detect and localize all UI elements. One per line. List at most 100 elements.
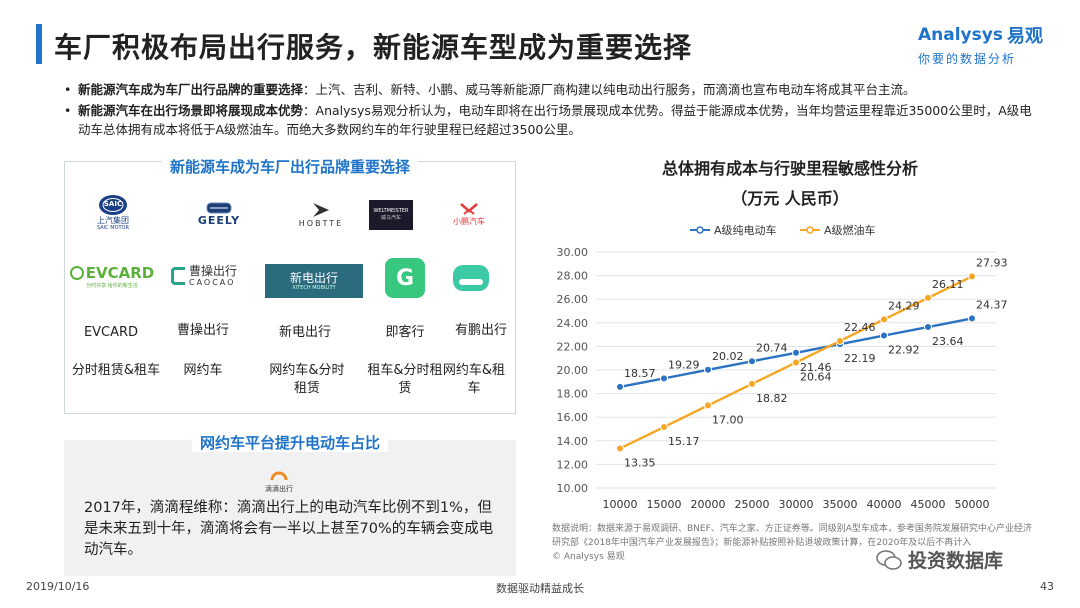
data-point xyxy=(792,358,800,367)
data-label: 21.46 xyxy=(800,361,832,374)
data-point xyxy=(660,374,668,383)
didi-logo: 滴滴出行 xyxy=(259,466,299,496)
legend-marker xyxy=(696,226,704,234)
x-tick-label: 25000 xyxy=(735,498,770,511)
data-point xyxy=(968,272,976,281)
geely-logo: GEELY xyxy=(183,192,255,236)
service-type: 网约车&租车 xyxy=(442,363,506,396)
data-point xyxy=(748,357,756,366)
title-accent-bar xyxy=(36,24,42,64)
data-point xyxy=(748,379,756,388)
chart-subtitle: （万元 人民币） xyxy=(731,189,849,208)
y-tick-label: 18.00 xyxy=(557,388,589,401)
hozon-logo: HOBTTE xyxy=(285,192,357,236)
data-point xyxy=(704,365,712,374)
didi-quote: 2017年，滴滴程维称：滴滴出行上的电动汽车比例不到1%，但是未来五到十年，滴滴… xyxy=(84,500,494,558)
bullet-bold: 新能源汽车在出行场景即将展现成本优势 xyxy=(78,103,304,118)
x-tick-label: 45000 xyxy=(911,498,946,511)
x-tick-label: 10000 xyxy=(603,498,638,511)
didi-panel-heading: 网约车平台提升电动车占比 xyxy=(191,434,388,452)
data-label: 24.37 xyxy=(976,298,1008,311)
data-label: 20.74 xyxy=(756,341,788,354)
data-label: 18.82 xyxy=(756,392,788,405)
youpeng-logo xyxy=(449,258,493,298)
jikexing-logo: G xyxy=(385,258,425,298)
data-point xyxy=(968,314,976,323)
y-tick-label: 30.00 xyxy=(557,246,589,259)
data-label: 15.17 xyxy=(668,435,700,448)
brands-panel-heading: 新能源车成为车厂出行品牌重要选择 xyxy=(161,158,418,176)
brand-name-cn: 易观 xyxy=(1006,26,1043,47)
data-point xyxy=(616,382,624,391)
service-name: EVCARD xyxy=(83,325,139,340)
caocao-logo: 曹操出行 CAOCAO xyxy=(163,254,245,298)
xitech-logo: 新电出行 XITECH MOBILITY xyxy=(265,264,363,298)
evcard-logo: EVCARD 分时共享 给你的新生活 xyxy=(69,254,154,298)
footer-slogan: 数据驱动精益成长 xyxy=(496,582,584,595)
x-tick-label: 30000 xyxy=(779,498,814,511)
xpeng-logo: 小鹏汽车 xyxy=(433,192,505,236)
y-tick-label: 16.00 xyxy=(557,411,589,424)
data-label: 23.64 xyxy=(932,335,964,348)
data-point xyxy=(616,444,624,453)
tco-line-chart: 10.00 12.00 14.00 16.00 18.00 20.00 22.00 24.00… xyxy=(557,223,1008,511)
y-tick-label: 12.00 xyxy=(557,458,589,471)
brands-panel: 新能源车成为车厂出行品牌重要选择 SAIC 上汽集团 SAIC MOTOR GE… xyxy=(64,158,516,414)
service-name: 有鹏出行 xyxy=(454,323,507,338)
wechat-icon xyxy=(876,549,902,570)
data-label: 26.11 xyxy=(932,278,964,291)
weltmeister-logo: WELTMEISTER 威马汽车 xyxy=(369,200,413,230)
page-number: 43 xyxy=(1040,580,1054,593)
data-label: 19.29 xyxy=(668,358,700,371)
legend-marker xyxy=(806,226,814,234)
data-note-text: 数据说明：数据来源于易观调研、BNEF、汽车之家、方正证券等。同级别A型车成本，… xyxy=(552,524,1032,548)
x-tick-label: 15000 xyxy=(647,498,682,511)
data-note: 数据说明：数据来源于易观调研、BNEF、汽车之家、方正证券等。同级别A型车成本，… xyxy=(552,522,1032,564)
data-label: 22.92 xyxy=(888,344,920,357)
data-point xyxy=(880,331,888,340)
data-point xyxy=(880,315,888,324)
bullet-text: ：Analysys易观分析认为，电动车即将在出行场景展现成本优势。得益于能源成本… xyxy=(78,103,1032,137)
brand-name-en: Analysys xyxy=(918,25,1003,45)
data-label: 22.19 xyxy=(844,352,876,365)
chart-title: 总体拥有成本与行驶里程敏感性分析 xyxy=(661,159,918,178)
service-type: 分时租赁&租车 xyxy=(71,363,161,378)
data-label: 20.64 xyxy=(800,370,832,383)
service-name: 曹操出行 xyxy=(176,323,229,338)
copyright: © Analysys 易观 xyxy=(552,552,625,562)
service-type: 网约车&分时租赁 xyxy=(269,363,345,396)
bullet-list: 新能源汽车成为车厂出行品牌的重要选择：上汽、吉利、新特、小鹏、威马等新能源厂商构… xyxy=(64,80,1044,141)
data-label: 27.93 xyxy=(976,256,1008,269)
x-tick-label: 50000 xyxy=(955,498,990,511)
bullet-item: 新能源汽车在出行场景即将展现成本优势：Analysys易观分析认为，电动车即将在… xyxy=(64,101,1044,139)
y-tick-label: 28.00 xyxy=(557,270,589,283)
page-title: 车厂积极布局出行服务，新能源车型成为重要选择 xyxy=(54,31,693,64)
x-tick-label: 20000 xyxy=(691,498,726,511)
y-tick-label: 20.00 xyxy=(557,364,589,377)
y-tick-label: 22.00 xyxy=(557,340,589,353)
data-label: 20.02 xyxy=(712,350,744,363)
data-point xyxy=(836,336,844,345)
service-name: 新电出行 xyxy=(278,325,331,340)
data-point xyxy=(704,401,712,410)
bullet-bold: 新能源汽车成为车厂出行品牌的重要选择 xyxy=(78,82,304,97)
service-type: 租车&分时租赁 xyxy=(367,363,443,396)
bullet-text: ：上汽、吉利、新特、小鹏、威马等新能源厂商构建以纯电动出行服务，而滴滴也宣布电动… xyxy=(303,82,916,97)
didi-panel: 网约车平台提升电动车占比 滴滴出行 2017年，滴滴程维称：滴滴出行上的电动汽车… xyxy=(64,434,516,576)
service-name: 即客行 xyxy=(385,325,425,340)
brand-logo: Analysys 易观 你要的数据分析 xyxy=(918,22,1068,68)
data-point xyxy=(924,293,932,302)
x-tick-label: 40000 xyxy=(867,498,902,511)
data-label: 13.35 xyxy=(624,456,656,469)
y-tick-label: 14.00 xyxy=(557,435,589,448)
data-point xyxy=(792,348,800,357)
wechat-account: 投资数据库 xyxy=(908,550,1004,572)
data-label: 18.57 xyxy=(624,367,656,380)
wechat-watermark: 投资数据库 xyxy=(876,546,1003,573)
bullet-item: 新能源汽车成为车厂出行品牌的重要选择：上汽、吉利、新特、小鹏、威马等新能源厂商构… xyxy=(64,80,1044,99)
x-tick-label: 35000 xyxy=(823,498,858,511)
legend-label: A级纯电动车 xyxy=(714,223,777,237)
chart-title-block: 总体拥有成本与行驶里程敏感性分析 （万元 人民币） xyxy=(560,154,1020,214)
footer-date: 2019/10/16 xyxy=(26,580,90,593)
data-label: 22.46 xyxy=(844,321,876,334)
